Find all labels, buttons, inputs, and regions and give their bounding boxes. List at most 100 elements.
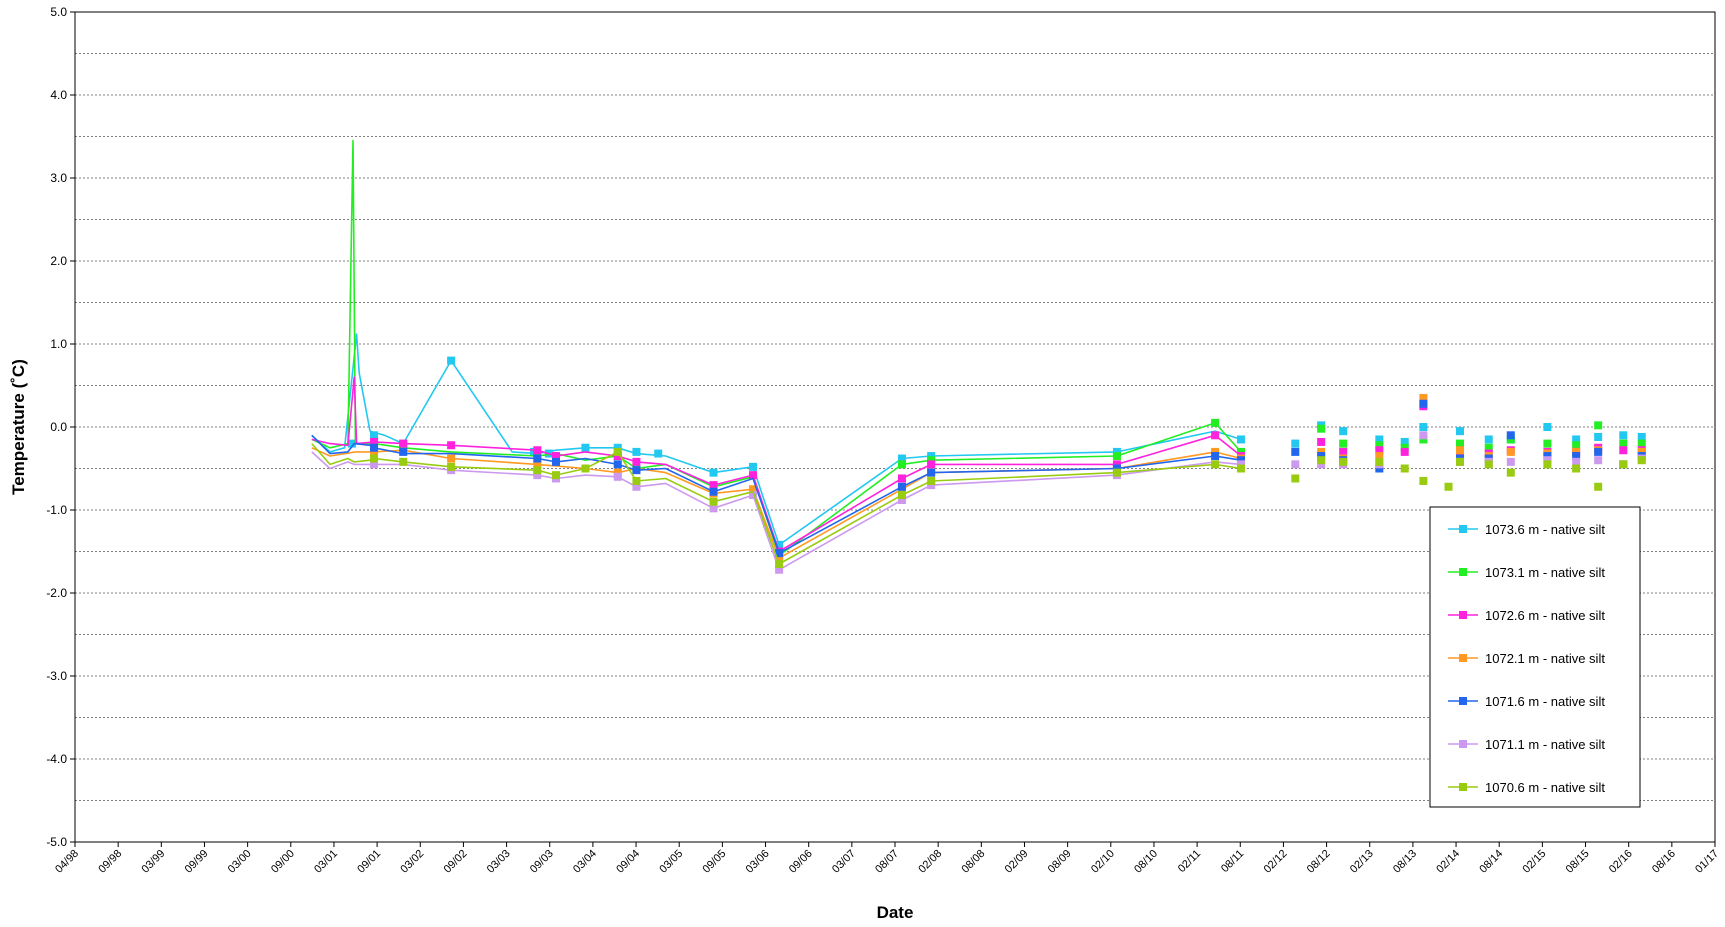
data-point bbox=[1375, 464, 1384, 473]
legend-marker bbox=[1459, 611, 1467, 619]
data-point bbox=[1317, 437, 1326, 446]
data-point bbox=[632, 466, 641, 475]
series-2 bbox=[311, 139, 1646, 560]
data-point bbox=[447, 462, 456, 471]
data-point bbox=[927, 460, 936, 469]
data-point bbox=[1291, 460, 1300, 469]
legend-item: 1072.6 m - native silt bbox=[1448, 608, 1605, 623]
data-point bbox=[551, 457, 560, 466]
data-point bbox=[1543, 452, 1552, 461]
data-point bbox=[581, 443, 590, 452]
data-point bbox=[709, 497, 718, 506]
data-point bbox=[1543, 460, 1552, 469]
data-point bbox=[775, 554, 784, 563]
x-tick-label: 09/00 bbox=[269, 848, 297, 876]
data-point bbox=[1543, 423, 1552, 431]
x-tick-label: 08/11 bbox=[1219, 848, 1246, 875]
data-point bbox=[1637, 456, 1646, 465]
data-point bbox=[1594, 447, 1603, 456]
x-tick-label: 02/13 bbox=[1348, 848, 1376, 876]
data-point bbox=[1456, 457, 1465, 466]
x-tick-label: 02/11 bbox=[1176, 848, 1203, 875]
y-tick-label: -2.0 bbox=[46, 586, 67, 600]
data-point bbox=[1375, 441, 1384, 450]
y-tick-label: 3.0 bbox=[50, 171, 67, 185]
series-layer bbox=[311, 139, 1646, 574]
y-tick-label: 5.0 bbox=[50, 5, 67, 19]
data-point bbox=[613, 468, 622, 477]
data-point bbox=[1317, 452, 1326, 461]
x-tick-label: 03/04 bbox=[571, 848, 599, 876]
data-point bbox=[1456, 446, 1465, 455]
data-point bbox=[447, 356, 456, 365]
legend-marker bbox=[1459, 783, 1467, 791]
data-point bbox=[533, 446, 542, 455]
data-point bbox=[533, 454, 542, 463]
data-point bbox=[749, 462, 758, 471]
series-1 bbox=[311, 333, 1646, 549]
data-point bbox=[1506, 468, 1515, 477]
y-axis-title: Temperature (˚C) bbox=[9, 359, 28, 495]
data-point bbox=[927, 468, 936, 477]
data-point bbox=[749, 491, 758, 500]
data-point bbox=[1419, 476, 1428, 485]
data-point bbox=[370, 454, 379, 463]
data-point bbox=[1572, 441, 1581, 450]
x-tick-label: 03/02 bbox=[398, 848, 426, 876]
x-axis-ticks: 04/98 09/98 03/99 09/99 03/00 09/00 03/01 09/01… bbox=[53, 842, 1721, 876]
data-point bbox=[613, 443, 622, 452]
data-point bbox=[1400, 443, 1409, 452]
legend-label: 1071.1 m - native silt bbox=[1485, 737, 1605, 752]
legend-marker bbox=[1459, 568, 1467, 576]
data-point bbox=[1572, 452, 1581, 461]
x-tick-label: 08/10 bbox=[1132, 848, 1160, 876]
data-point bbox=[1211, 460, 1220, 469]
legend-item: 1071.6 m - native silt bbox=[1448, 694, 1605, 709]
data-point bbox=[370, 443, 379, 452]
x-axis-title: Date bbox=[877, 903, 914, 922]
legend-label: 1072.1 m - native silt bbox=[1485, 651, 1605, 666]
data-point bbox=[1211, 431, 1220, 440]
legend-marker bbox=[1459, 654, 1467, 662]
data-point bbox=[709, 468, 718, 477]
x-tick-label: 08/07 bbox=[873, 848, 901, 876]
data-point bbox=[1211, 418, 1220, 427]
data-point bbox=[632, 447, 641, 456]
x-tick-label: 09/03 bbox=[528, 848, 556, 876]
data-point bbox=[1456, 427, 1465, 436]
x-tick-label: 03/00 bbox=[226, 848, 254, 876]
data-point bbox=[399, 443, 408, 452]
data-point bbox=[632, 476, 641, 485]
legend-label: 1073.1 m - native silt bbox=[1485, 565, 1605, 580]
y-tick-label: 4.0 bbox=[50, 88, 67, 102]
legend-item: 1072.1 m - native silt bbox=[1448, 651, 1605, 666]
data-point bbox=[897, 491, 906, 500]
data-point bbox=[897, 496, 906, 505]
data-point bbox=[775, 540, 784, 549]
data-point bbox=[1619, 431, 1628, 440]
data-point bbox=[749, 485, 758, 494]
legend-label: 1073.6 m - native silt bbox=[1485, 522, 1605, 537]
data-point bbox=[1594, 432, 1603, 441]
data-point bbox=[1236, 435, 1245, 444]
data-point bbox=[447, 441, 456, 450]
legend-item: 1073.1 m - native silt bbox=[1448, 565, 1605, 580]
data-point bbox=[370, 447, 379, 456]
data-point bbox=[1291, 439, 1300, 448]
data-point bbox=[613, 447, 622, 456]
data-point bbox=[1594, 456, 1603, 465]
data-point bbox=[1291, 474, 1300, 483]
data-point bbox=[1317, 447, 1326, 456]
data-point bbox=[1506, 457, 1515, 466]
data-point bbox=[1211, 452, 1220, 461]
x-tick-label: 08/16 bbox=[1650, 848, 1678, 876]
data-point bbox=[1400, 464, 1409, 473]
data-point bbox=[1419, 393, 1428, 402]
y-tick-label: -1.0 bbox=[46, 503, 67, 517]
data-point bbox=[1112, 447, 1121, 456]
data-point bbox=[1339, 447, 1348, 456]
x-tick-label: 04/98 bbox=[53, 848, 81, 876]
data-point bbox=[1317, 456, 1326, 465]
x-tick-label: 08/14 bbox=[1477, 848, 1505, 876]
